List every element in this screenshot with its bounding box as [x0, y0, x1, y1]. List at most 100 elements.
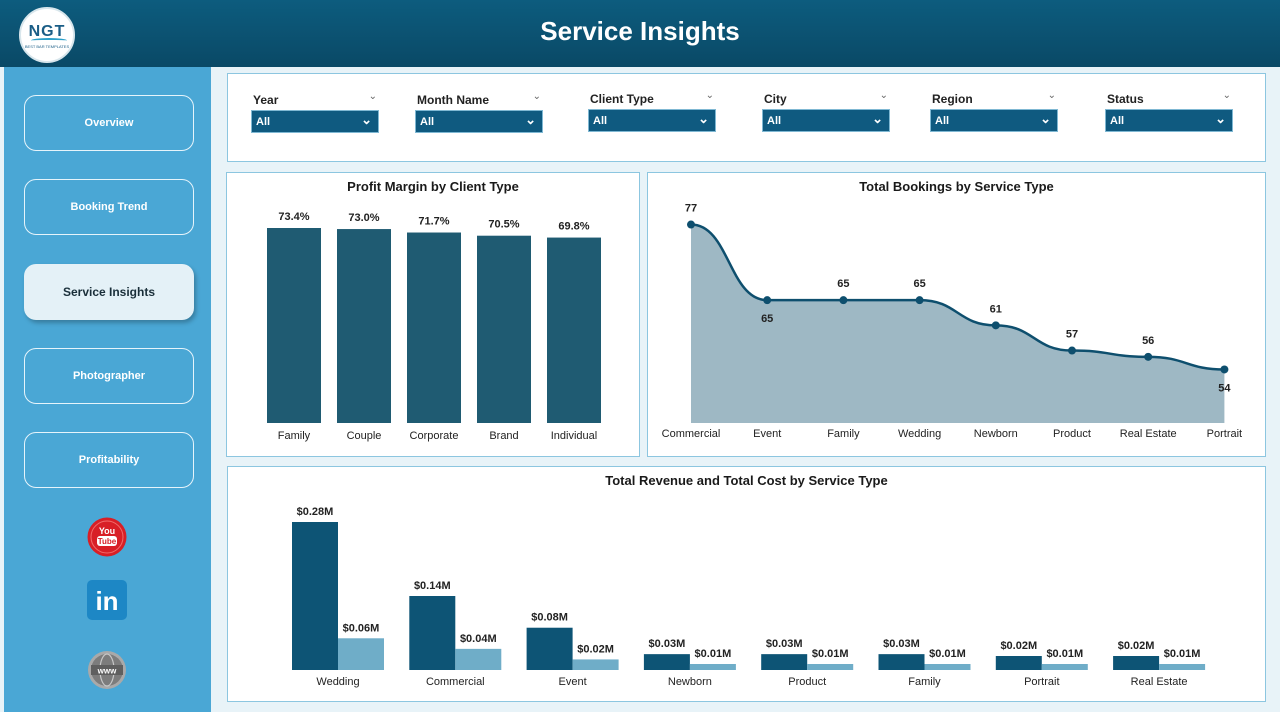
- data-point: [915, 296, 924, 305]
- cost-bar: [338, 638, 384, 670]
- filters-panel: Year ⌄ All ⌄ Month Name ⌄ All ⌄ Client Typ…: [227, 73, 1266, 162]
- revenue-bar: [292, 522, 338, 670]
- bar: [337, 229, 391, 423]
- data-label: 73.0%: [348, 212, 379, 224]
- chevron-down-icon[interactable]: ⌄: [368, 91, 377, 102]
- svg-text:You: You: [99, 526, 115, 536]
- revenue-bar: [878, 654, 925, 670]
- profit-margin-panel: Profit Margin by Client Type 73.4% Family…: [226, 172, 640, 457]
- chevron-down-icon[interactable]: ⌄: [705, 90, 714, 101]
- cost-bar: [924, 664, 971, 670]
- cost-bar: [455, 648, 502, 670]
- filter-value: All: [593, 115, 608, 127]
- x-tick-label: Individual: [551, 430, 597, 442]
- bar: [407, 232, 461, 423]
- svg-text:www: www: [97, 667, 117, 676]
- cost-bar: [1041, 664, 1088, 670]
- revenue-data-label: $0.03M: [883, 638, 920, 650]
- chevron-down-icon: ⌄: [1215, 111, 1226, 126]
- x-tick-label: Product: [1053, 428, 1091, 440]
- chevron-down-icon: ⌄: [525, 112, 536, 127]
- data-label: 65: [837, 278, 849, 290]
- cost-data-label: $0.01M: [1164, 648, 1201, 660]
- data-label: 56: [1142, 335, 1154, 347]
- cost-data-label: $0.04M: [460, 633, 497, 645]
- logo-subtext: BEST BAR TEMPLATES: [24, 44, 70, 49]
- cost-data-label: $0.01M: [812, 648, 849, 660]
- x-tick-label: Wedding: [898, 428, 941, 440]
- x-tick-label: Product: [788, 676, 826, 688]
- status-dropdown[interactable]: All ⌄: [1105, 109, 1233, 132]
- revenue-bar: [643, 654, 690, 670]
- x-tick-label: Real Estate: [1131, 676, 1188, 688]
- data-label: 73.4%: [278, 211, 309, 223]
- sidebar: Overview Booking Trend Service Insights …: [4, 67, 211, 712]
- month-name-dropdown[interactable]: All ⌄: [415, 110, 543, 133]
- cost-bar: [1159, 664, 1206, 670]
- filter-value: All: [935, 115, 950, 127]
- x-tick-label: Event: [559, 676, 587, 688]
- area-fill: [691, 224, 1225, 423]
- bookings-chart: 77 Commercial 65 Event 65 Family 65 Wedding 61 Ne…: [662, 203, 1242, 440]
- chevron-down-icon: ⌄: [872, 111, 883, 126]
- cost-data-label: $0.06M: [343, 622, 380, 634]
- revenue-bar: [409, 596, 456, 670]
- data-label: 69.8%: [558, 221, 589, 233]
- data-point: [1220, 365, 1229, 374]
- client-type-dropdown[interactable]: All ⌄: [588, 109, 716, 132]
- chevron-down-icon[interactable]: ⌄: [532, 91, 541, 102]
- chevron-down-icon[interactable]: ⌄: [1222, 90, 1231, 101]
- revenue-bar: [1113, 656, 1160, 670]
- youtube-icon[interactable]: You Tube: [87, 517, 127, 557]
- data-point: [1068, 346, 1076, 355]
- nav-button-overview[interactable]: Overview: [24, 95, 194, 151]
- website-icon[interactable]: www: [87, 650, 127, 690]
- revenue-data-label: $0.08M: [531, 612, 568, 624]
- profit-margin-chart: 73.4% Family 73.0% Couple 71.7% Corporate 70.5…: [267, 211, 601, 442]
- logo-swoosh: [31, 38, 67, 43]
- x-tick-label: Family: [908, 676, 941, 688]
- filter-value: All: [420, 116, 435, 128]
- revenue-bar: [761, 654, 808, 670]
- bookings-panel: Total Bookings by Service Type 77 Commerc…: [647, 172, 1266, 457]
- data-label: 57: [1066, 329, 1078, 341]
- city-dropdown[interactable]: All ⌄: [762, 109, 890, 132]
- data-point: [839, 296, 848, 305]
- chart-title: Total Revenue and Total Cost by Service …: [605, 473, 888, 488]
- cost-data-label: $0.02M: [577, 643, 614, 655]
- filter-value: All: [1110, 115, 1125, 127]
- data-point: [1144, 352, 1153, 361]
- cost-data-label: $0.01M: [1046, 648, 1083, 660]
- svg-text:in: in: [95, 586, 118, 616]
- x-tick-label: Real Estate: [1120, 428, 1177, 440]
- revenue-data-label: $0.03M: [649, 638, 686, 650]
- filter-label: Region: [932, 92, 973, 106]
- chevron-down-icon: ⌄: [698, 111, 709, 126]
- data-point: [763, 296, 772, 305]
- year-dropdown[interactable]: All ⌄: [251, 110, 379, 133]
- x-tick-label: Family: [827, 428, 860, 440]
- page-title: Service Insights: [540, 16, 740, 46]
- filter-label: Month Name: [417, 93, 489, 107]
- data-label: 70.5%: [488, 219, 519, 231]
- data-label: 65: [913, 278, 925, 290]
- x-tick-label: Wedding: [316, 676, 359, 688]
- data-label: 61: [990, 303, 1002, 315]
- chevron-down-icon: ⌄: [361, 112, 372, 127]
- x-tick-label: Portrait: [1207, 428, 1242, 440]
- nav-button-service-insights[interactable]: Service Insights: [24, 264, 194, 320]
- header-bar: NGT BEST BAR TEMPLATES Service Insights: [0, 0, 1280, 67]
- x-tick-label: Commercial: [662, 428, 721, 440]
- chart-title: Profit Margin by Client Type: [347, 179, 519, 194]
- x-tick-label: Corporate: [410, 430, 459, 442]
- chevron-down-icon[interactable]: ⌄: [879, 90, 888, 101]
- region-dropdown[interactable]: All ⌄: [930, 109, 1058, 132]
- chevron-down-icon[interactable]: ⌄: [1047, 90, 1056, 101]
- data-point: [991, 321, 1000, 330]
- linkedin-icon[interactable]: in: [87, 580, 127, 620]
- nav-button-booking-trend[interactable]: Booking Trend: [24, 179, 194, 235]
- x-tick-label: Event: [753, 428, 781, 440]
- nav-button-profitability[interactable]: Profitability: [24, 432, 194, 488]
- nav-button-photographer[interactable]: Photographer: [24, 348, 194, 404]
- chart-title: Total Bookings by Service Type: [859, 179, 1054, 194]
